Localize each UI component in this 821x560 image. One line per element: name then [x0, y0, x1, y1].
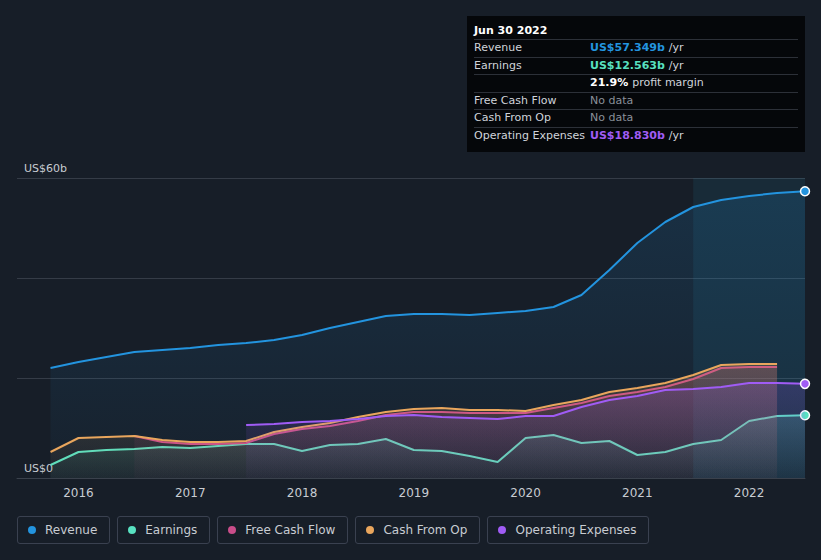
html-text:Free Cash Flow: Free Cash Flow: [245, 523, 336, 537]
html-text:Cash From Op: Cash From Op: [383, 523, 468, 537]
svg-text:2019: 2019: [399, 486, 430, 500]
html-text:Earnings: Earnings: [474, 58, 522, 72]
html-text:Revenue: Revenue: [45, 523, 98, 537]
svg-text:2021: 2021: [622, 486, 653, 500]
html-text:Free Cash Flow: Free Cash Flow: [474, 93, 557, 107]
html-text:Cash From Op: Cash From Op: [474, 111, 551, 124]
html-text:Operating Expenses: Operating Expenses: [515, 523, 637, 537]
html-text:US$18.830b /yr: US$18.830b /yr: [590, 128, 684, 142]
html-text:Earnings: Earnings: [145, 523, 198, 537]
svg-text:US$60b: US$60b: [24, 162, 67, 175]
svg-text:2018: 2018: [287, 486, 318, 500]
html-text:21.9% profit margin: 21.9% profit margin: [590, 76, 704, 89]
svg-text:2020: 2020: [510, 486, 541, 500]
svg-text:2016: 2016: [63, 486, 94, 500]
html-text:Jun 30 2022: Jun 30 2022: [474, 24, 548, 37]
html-text:US$12.563b /yr: US$12.563b /yr: [590, 58, 684, 72]
svg-text:2017: 2017: [175, 486, 206, 500]
svg-text:US$0: US$0: [24, 462, 53, 475]
html-text:US$57.349b /yr: US$57.349b /yr: [590, 41, 684, 54]
html-text:No data: No data: [590, 93, 634, 107]
svg-text:2022: 2022: [734, 486, 765, 500]
html-text:Revenue: Revenue: [474, 41, 522, 54]
html-text:No data: No data: [590, 111, 634, 124]
html-text:Operating Expenses: Operating Expenses: [474, 128, 585, 142]
